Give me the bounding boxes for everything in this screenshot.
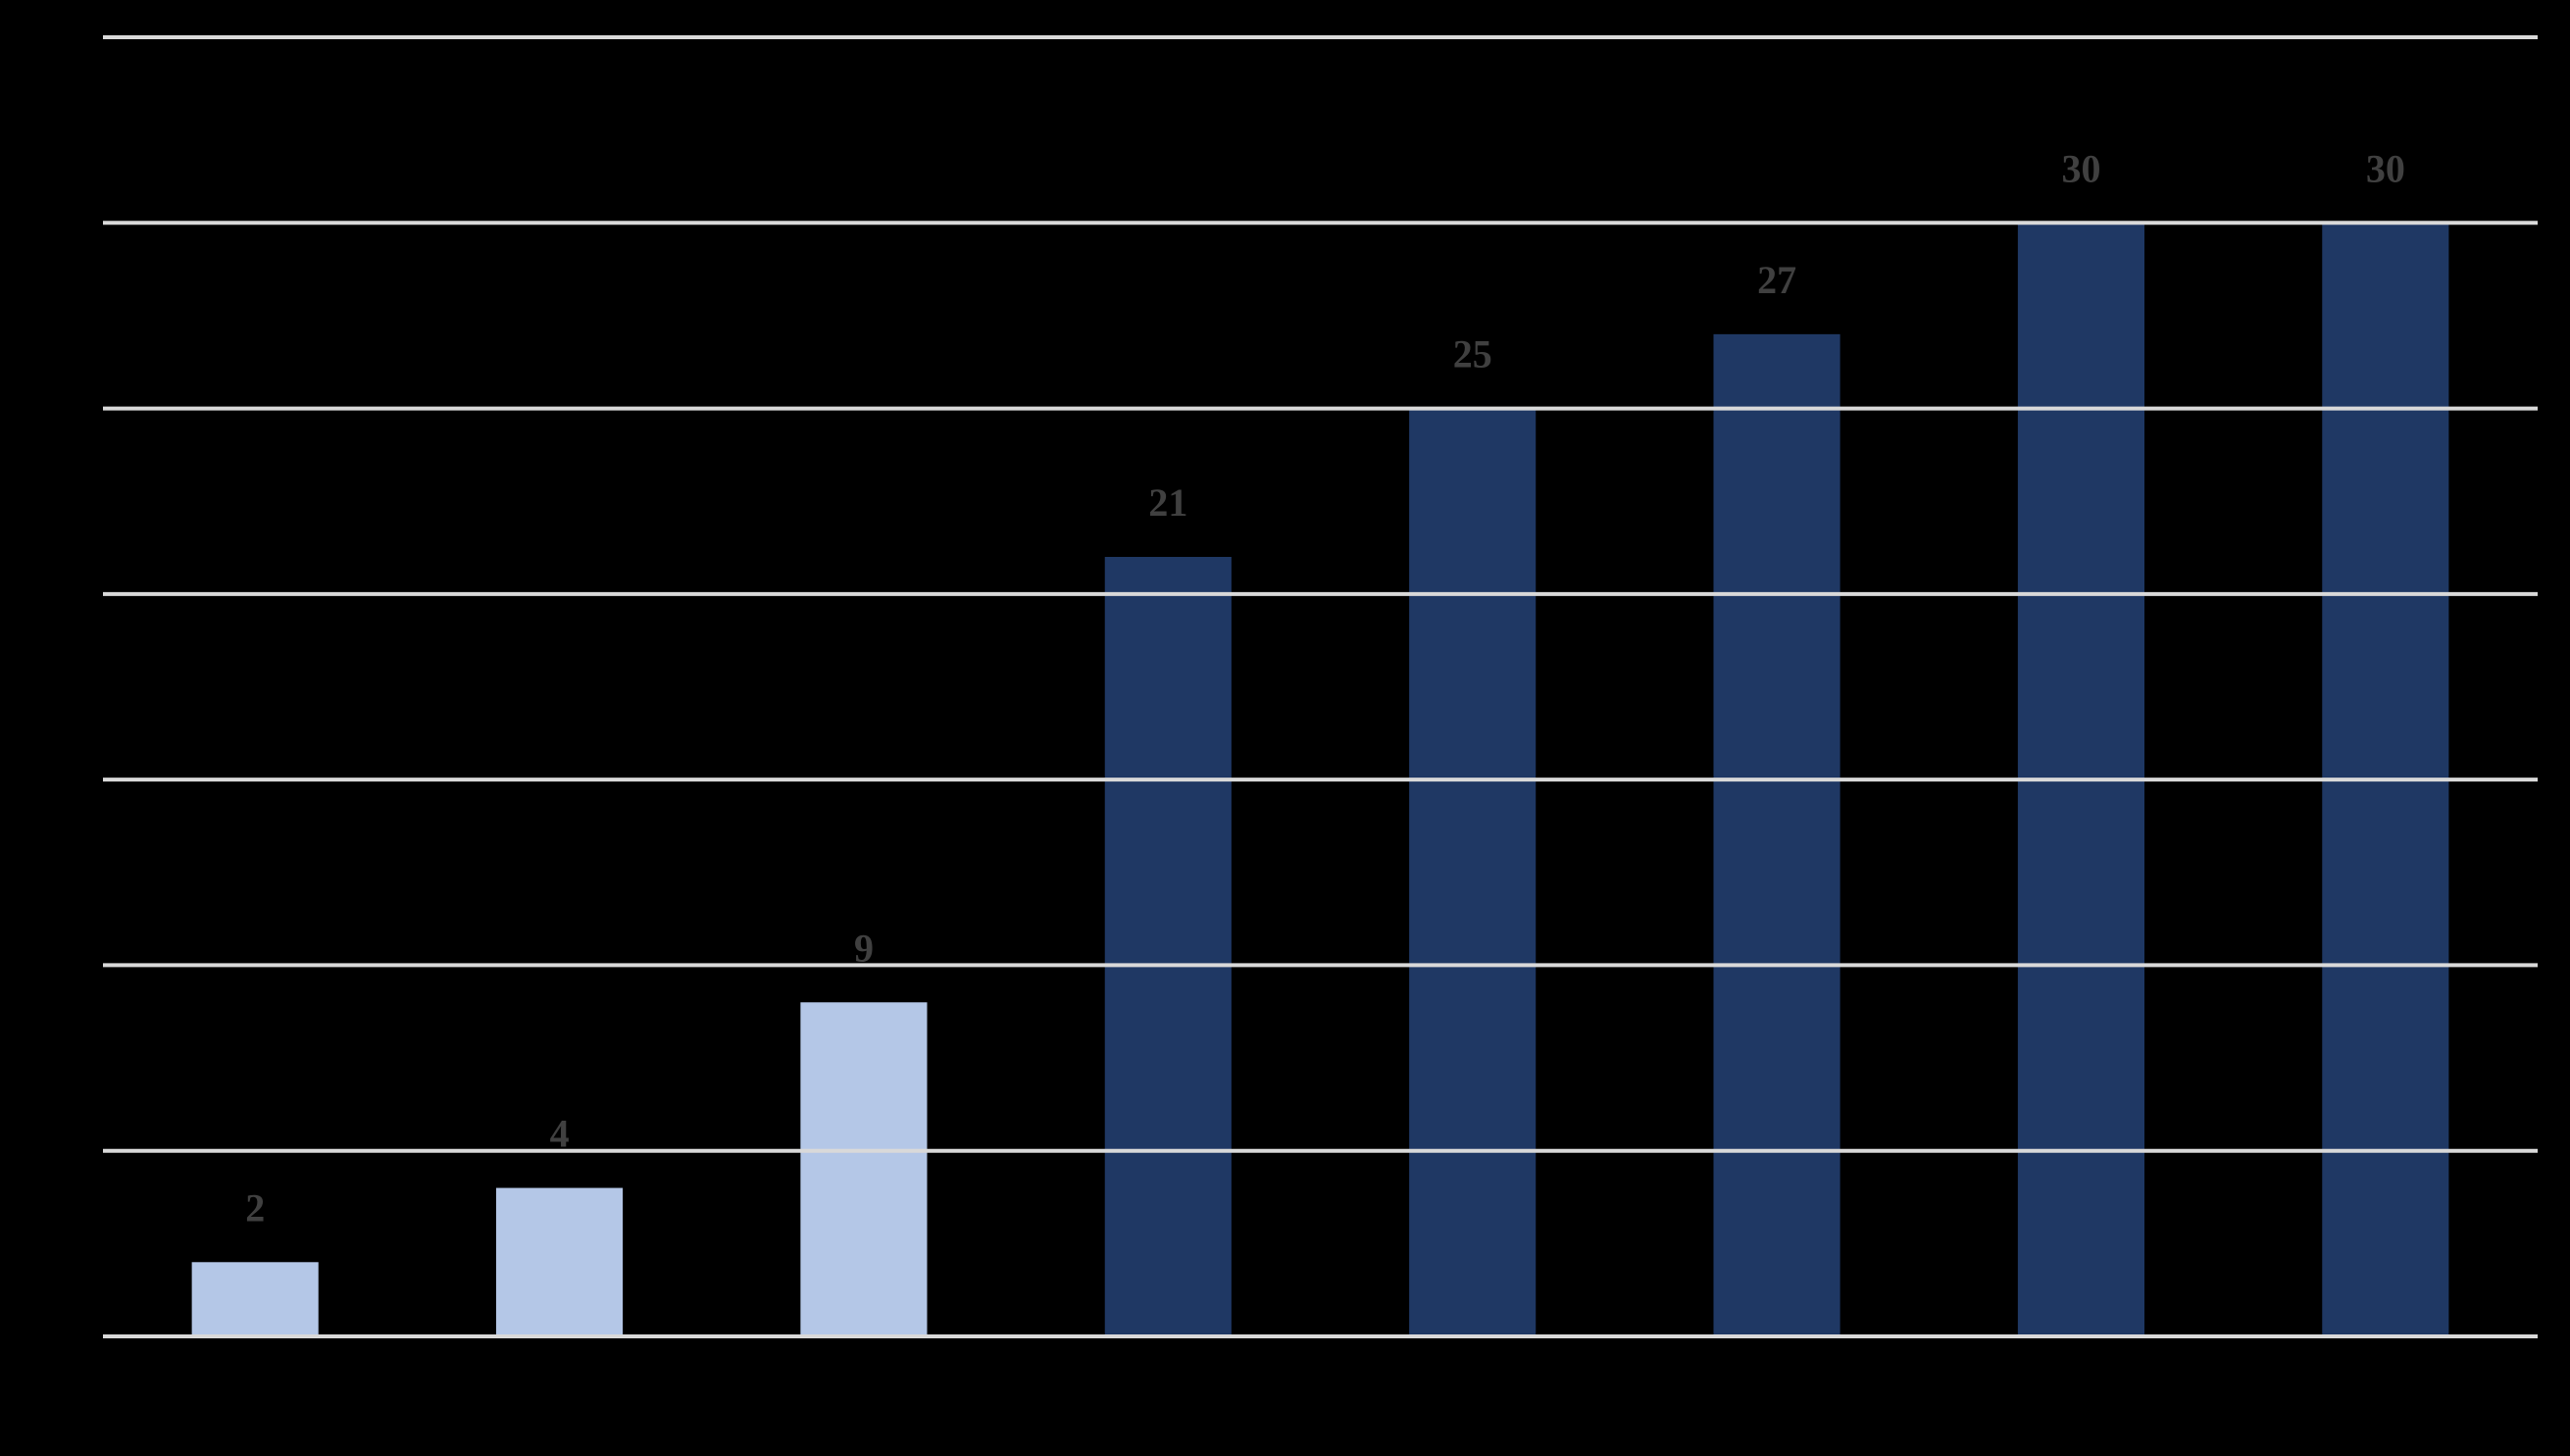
data-label: 9 xyxy=(854,926,874,970)
bar xyxy=(1713,333,1840,1336)
bar xyxy=(496,1187,624,1336)
data-label: 30 xyxy=(2366,146,2405,190)
data-label: 4 xyxy=(550,1112,570,1156)
bar xyxy=(800,1002,928,1336)
data-label: 30 xyxy=(2061,146,2100,190)
data-label: 25 xyxy=(1453,332,1492,377)
data-label: 21 xyxy=(1148,480,1187,525)
data-label: 27 xyxy=(1757,258,1796,302)
bar xyxy=(1409,408,1537,1337)
data-label: 2 xyxy=(245,1185,265,1230)
bar xyxy=(191,1262,319,1336)
bar xyxy=(1104,557,1232,1336)
